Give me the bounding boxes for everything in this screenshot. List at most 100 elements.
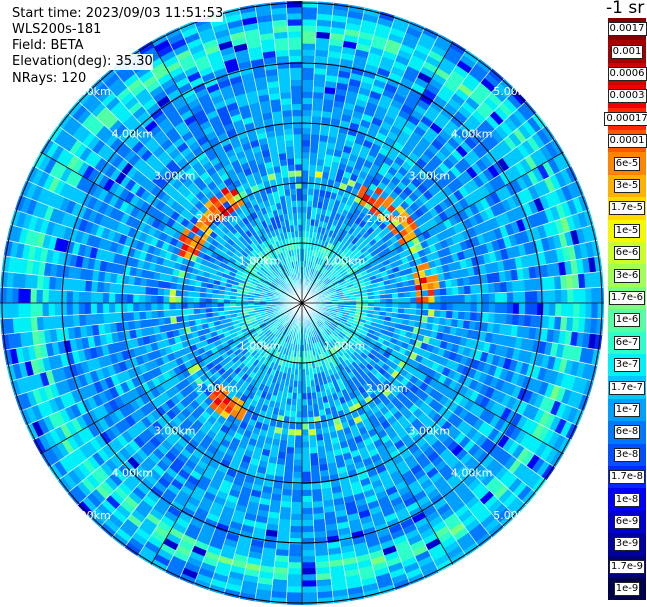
beta-sector — [217, 298, 224, 304]
beta-sector — [446, 302, 454, 312]
beta-sector — [409, 308, 417, 316]
beta-sector — [296, 387, 303, 394]
beta-sector — [481, 312, 490, 323]
beta-sector — [5, 287, 13, 304]
beta-sector — [287, 562, 303, 570]
beta-sector — [290, 501, 303, 509]
beta-sector — [168, 309, 177, 318]
beta-sector — [311, 115, 322, 124]
beta-sector — [132, 302, 140, 313]
beta-sector — [301, 411, 309, 419]
beta-sector — [301, 586, 318, 594]
beta-sector — [301, 127, 312, 135]
beta-sector — [144, 294, 152, 304]
beta-sector — [84, 313, 93, 327]
beta-sector — [90, 280, 99, 293]
beta-sector — [301, 531, 315, 539]
beta-sector — [288, 549, 303, 558]
beta-sector — [512, 291, 520, 304]
beta-sector — [312, 500, 324, 509]
beta-sector — [312, 91, 325, 100]
beta-sector — [567, 302, 575, 318]
beta-sector — [308, 157, 318, 166]
beta-sector — [84, 302, 92, 315]
beta-sector — [295, 411, 303, 419]
beta-sector — [285, 452, 295, 461]
beta-sector — [292, 465, 303, 473]
beta-sector — [310, 464, 321, 473]
beta-sector — [422, 296, 430, 304]
beta-sector — [422, 302, 430, 310]
beta-sector — [150, 294, 158, 304]
beta-sector — [285, 446, 295, 455]
beta-sector — [409, 290, 417, 298]
beta-sector — [301, 592, 318, 600]
beta-sector — [301, 206, 308, 213]
beta-sector — [108, 282, 117, 294]
beta-sector — [313, 518, 326, 527]
beta-sector — [72, 278, 81, 292]
beta-sector — [78, 302, 86, 316]
beta-sector — [162, 309, 171, 318]
beta-sector — [310, 133, 321, 142]
beta-sector — [301, 103, 313, 111]
beta-sector — [301, 483, 313, 491]
beta-sector — [548, 302, 557, 317]
beta-sector — [90, 302, 98, 315]
beta-sector — [301, 507, 314, 515]
beta-sector — [114, 292, 122, 304]
beta-sector — [301, 48, 316, 57]
beta-sector — [290, 513, 303, 521]
beta-sector — [288, 555, 303, 564]
beta-sector — [464, 302, 472, 313]
beta-sector — [292, 471, 303, 479]
beta-sector — [445, 310, 454, 320]
beta-sector — [470, 293, 478, 304]
beta-sector — [523, 278, 532, 292]
beta-sector — [96, 291, 104, 304]
beta-sector — [311, 109, 323, 118]
beta-sector — [132, 284, 141, 295]
beta-sector — [312, 506, 325, 515]
beta-sector — [554, 289, 563, 304]
beta-sector — [78, 290, 86, 304]
beta-sector — [289, 519, 303, 527]
beta-sector — [493, 281, 502, 294]
beta-sector — [102, 292, 110, 304]
beta-sector — [301, 212, 308, 219]
beta-sector — [126, 293, 134, 304]
beta-sector — [499, 313, 508, 325]
beta-sector — [29, 288, 37, 304]
beta-sector — [301, 67, 315, 75]
beta-sector — [421, 308, 430, 317]
beta-sector — [313, 79, 326, 88]
beta-sector — [530, 290, 538, 304]
beta-sector — [280, 500, 292, 509]
beta-sector — [301, 549, 316, 558]
beta-sector — [428, 295, 436, 304]
beta-sector — [542, 302, 550, 317]
beta-sector — [288, 422, 297, 431]
beta-sector — [289, 531, 303, 539]
beta-sector — [144, 286, 153, 296]
beta-sector — [542, 289, 550, 304]
beta-sector — [579, 287, 587, 304]
beta-sector — [500, 291, 508, 304]
beta-sector — [144, 302, 152, 312]
beta-sector — [29, 302, 37, 318]
beta-sector — [205, 297, 212, 304]
beta-sector — [132, 311, 141, 322]
beta-sector — [301, 459, 311, 467]
beta-sector — [506, 291, 514, 304]
beta-sector — [307, 410, 315, 418]
beta-sector — [41, 302, 50, 317]
beta-sector — [301, 97, 314, 105]
beta-sector — [310, 127, 321, 136]
beta-sector — [205, 302, 212, 309]
beta-sector — [440, 302, 448, 311]
beta-sector — [309, 452, 319, 461]
beta-sector — [144, 310, 153, 320]
beta-sector — [290, 507, 303, 515]
beta-sector — [313, 524, 327, 533]
beta-sector — [482, 292, 490, 304]
